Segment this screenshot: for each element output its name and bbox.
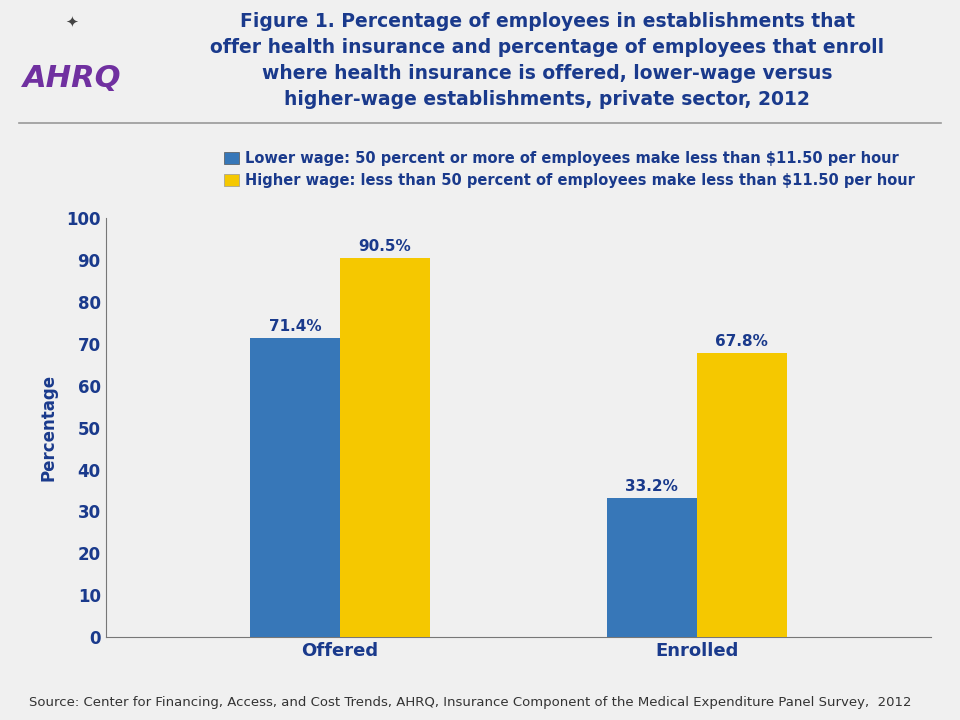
Bar bbox=[251, 338, 340, 637]
Text: Source: Center for Financing, Access, and Cost Trends, AHRQ, Insurance Component: Source: Center for Financing, Access, an… bbox=[29, 696, 911, 709]
Bar bbox=[697, 353, 786, 637]
Bar bbox=[340, 258, 430, 637]
Text: 67.8%: 67.8% bbox=[715, 334, 768, 349]
Bar bbox=[607, 498, 697, 637]
Y-axis label: Percentage: Percentage bbox=[40, 374, 58, 481]
Legend: Lower wage: 50 percent or more of employees make less than $11.50 per hour, High: Lower wage: 50 percent or more of employ… bbox=[219, 145, 921, 194]
Text: 33.2%: 33.2% bbox=[625, 479, 678, 494]
Text: 71.4%: 71.4% bbox=[269, 319, 322, 334]
Text: 90.5%: 90.5% bbox=[359, 239, 412, 253]
Text: Figure 1. Percentage of employees in establishments that
offer health insurance : Figure 1. Percentage of employees in est… bbox=[210, 12, 884, 109]
Text: AHRQ: AHRQ bbox=[23, 64, 121, 93]
Text: ✦: ✦ bbox=[65, 14, 79, 30]
